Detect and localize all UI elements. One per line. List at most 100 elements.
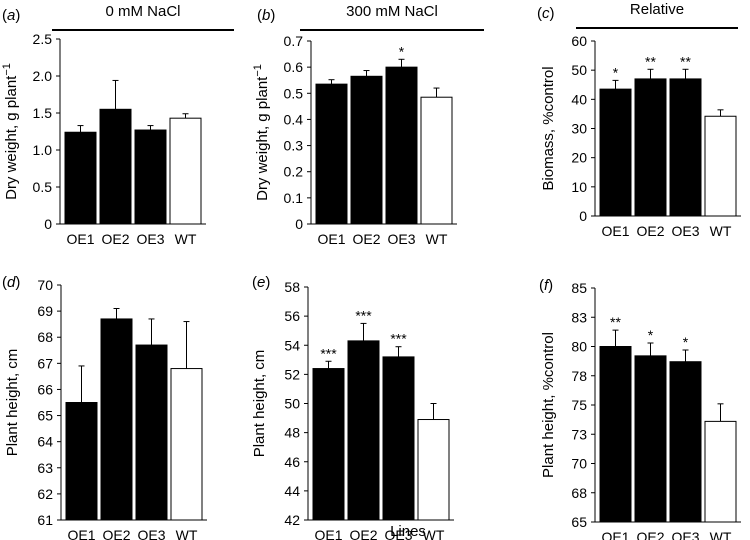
category-label: WT <box>423 527 445 540</box>
bar-oe3 <box>385 66 418 225</box>
significance-mark: *** <box>355 307 372 323</box>
y-tick-label: 0.7 <box>284 33 304 49</box>
significance-mark: *** <box>390 331 407 347</box>
panel-label: (f) <box>539 277 553 294</box>
significance-mark: * <box>648 327 654 343</box>
y-tick-label: 75 <box>571 397 587 413</box>
bar-oe1 <box>315 83 348 225</box>
category-label: OE3 <box>671 529 699 540</box>
bar-oe3 <box>382 356 415 521</box>
y-tick-label: 68 <box>37 329 53 345</box>
y-tick-label: 0 <box>295 216 303 232</box>
category-label: WT <box>710 529 732 540</box>
bar-oe3 <box>135 344 168 521</box>
panel-header: 0 mM NaCl <box>105 3 180 20</box>
y-tick-label: 58 <box>284 279 300 295</box>
y-tick-label: 50 <box>284 396 300 412</box>
y-tick-label: 85 <box>571 280 587 296</box>
y-tick-label: 0.5 <box>284 85 304 101</box>
bar-oe1 <box>65 402 98 521</box>
bar-oe3 <box>669 78 702 217</box>
y-tick-label: 10 <box>571 179 587 195</box>
y-tick-label: 70 <box>37 277 53 293</box>
panel-label: (b) <box>257 7 275 24</box>
category-label: WT <box>710 223 732 239</box>
y-tick-label: 0.6 <box>284 59 304 75</box>
category-label: OE2 <box>101 231 129 247</box>
category-label: OE1 <box>314 527 342 540</box>
y-tick-label: 70 <box>571 456 587 472</box>
bar-oe1 <box>599 88 632 217</box>
bar-oe2 <box>634 78 667 217</box>
panel-d: (d) 61 62 63 64 65 66 67 68 69 70 Plant height, cm O… <box>2 274 207 540</box>
y-tick-label: 61 <box>37 512 53 528</box>
panel-header: 300 mM NaCl <box>346 3 438 20</box>
significance-mark: *** <box>320 345 337 361</box>
y-tick-label: 44 <box>284 483 300 499</box>
y-tick-label: 63 <box>37 460 53 476</box>
bar-oe1 <box>64 131 97 225</box>
significance-mark: ** <box>680 53 691 69</box>
category-label: OE2 <box>349 527 377 540</box>
bar-oe2 <box>99 108 132 225</box>
category-label: OE3 <box>387 231 415 247</box>
y-tick-label: 56 <box>284 308 300 324</box>
y-tick-label: 20 <box>571 150 587 166</box>
y-tick-label: 0 <box>44 216 52 232</box>
bar-wt <box>417 419 450 521</box>
bar-wt <box>704 420 737 523</box>
y-tick-label: 73 <box>571 426 587 442</box>
category-label: OE1 <box>317 231 345 247</box>
category-label: OE3 <box>384 527 412 540</box>
y-tick-label: 40 <box>571 91 587 107</box>
y-tick-label: 0.3 <box>284 138 304 154</box>
y-axis-title: Plant height, %control <box>540 332 557 478</box>
bar-oe1 <box>312 368 345 521</box>
category-label: OE3 <box>137 527 165 540</box>
bar-wt <box>420 96 453 225</box>
category-label: OE2 <box>636 223 664 239</box>
y-tick-label: 0.4 <box>284 111 304 127</box>
y-tick-label: 62 <box>37 486 53 502</box>
bar-oe2 <box>347 340 380 521</box>
y-tick-label: 80 <box>571 339 587 355</box>
y-tick-label: 66 <box>37 381 53 397</box>
y-axis-title: Biomass, %control <box>540 66 557 190</box>
panel-label: (e) <box>252 274 270 291</box>
y-tick-label: 0.2 <box>284 164 304 180</box>
y-tick-label: 67 <box>37 355 53 371</box>
panel-header: Relative <box>630 1 684 18</box>
panel-c: (c) Relative 0 10 20 30 40 50 60 Biomass, %contro… <box>537 1 741 239</box>
y-tick-label: 30 <box>571 121 587 137</box>
category-label: OE2 <box>102 527 130 540</box>
y-axis-title: Plant height, cm <box>4 349 21 457</box>
bar-oe2 <box>350 75 383 225</box>
bar-oe3 <box>134 129 167 225</box>
category-label: OE1 <box>601 223 629 239</box>
panel-a: (a) 0 mM NaCl 0 0.5 1.0 1.5 2.0 2.5 Dry weight, … <box>1 3 234 247</box>
y-tick-label: 83 <box>571 309 587 325</box>
bar-oe2 <box>634 355 667 523</box>
bar-oe2 <box>100 318 133 521</box>
bar-oe3 <box>669 361 702 523</box>
y-tick-label: 60 <box>571 33 587 49</box>
y-tick-label: 48 <box>284 425 300 441</box>
y-tick-label: 0.5 <box>33 179 53 195</box>
significance-mark: ** <box>645 53 656 69</box>
significance-mark: * <box>399 43 405 59</box>
y-tick-label: 50 <box>571 62 587 78</box>
y-tick-label: 68 <box>571 485 587 501</box>
panel-label: (d) <box>2 274 20 291</box>
bar-oe1 <box>599 346 632 523</box>
y-axis-title: Dry weight, g plant−1 <box>1 63 20 200</box>
y-tick-label: 1.5 <box>33 105 53 121</box>
y-axis-title: Plant height, cm <box>251 350 268 458</box>
y-tick-label: 78 <box>571 368 587 384</box>
category-label: WT <box>176 527 198 540</box>
y-axis-title: Dry weight, g plant−1 <box>252 64 271 201</box>
y-tick-label: 52 <box>284 366 300 382</box>
panel-f: (f) 65 68 70 73 75 78 80 83 85 Plant height, %cont… <box>539 277 741 540</box>
category-label: OE1 <box>67 527 95 540</box>
category-label: WT <box>175 231 197 247</box>
